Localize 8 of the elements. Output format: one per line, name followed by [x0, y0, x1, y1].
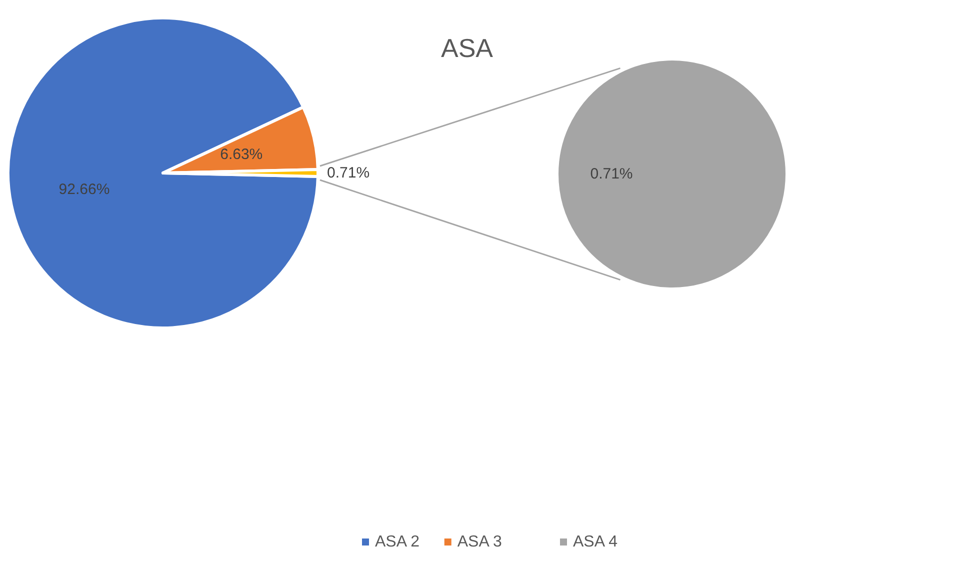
- legend-label: ASA 3: [457, 534, 502, 550]
- text: ASA: [441, 33, 494, 63]
- data-label: 0.71%: [327, 164, 370, 182]
- data-label: 92.66%: [58, 181, 110, 198]
- legend-label: ASA 2: [375, 534, 420, 550]
- data-label: 0.71%: [590, 166, 633, 182]
- legend-label: ASA 4: [573, 534, 618, 550]
- data-label: 6.63%: [220, 146, 263, 164]
